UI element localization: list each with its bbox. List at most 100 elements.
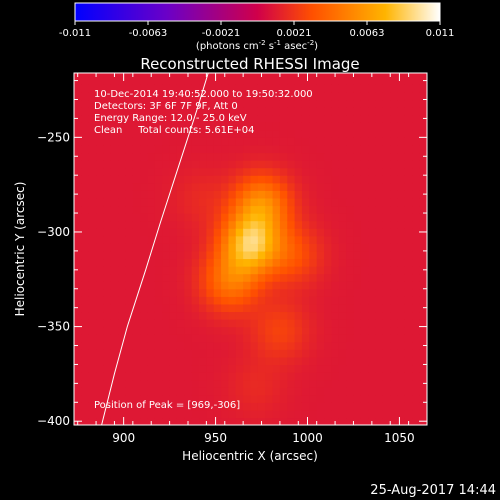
heatmap-cell [235, 319, 244, 328]
heatmap-cell [301, 379, 310, 388]
heatmap-cell [346, 349, 355, 358]
heatmap-cell [235, 213, 244, 222]
heatmap-cell [397, 213, 406, 222]
heatmap-cell [331, 379, 340, 388]
heatmap-cell [235, 167, 244, 176]
heatmap-cell [184, 356, 193, 366]
heatmap-cell [213, 152, 222, 161]
heatmap-cell [88, 266, 97, 275]
heatmap-cell [243, 213, 252, 222]
heatmap-cell [162, 114, 171, 123]
heatmap-cell [96, 114, 105, 123]
heatmap-cell [346, 76, 355, 85]
heatmap-cell [132, 394, 141, 403]
heatmap-cell [382, 160, 391, 169]
heatmap-cell [118, 99, 127, 108]
heatmap-cell [169, 99, 178, 108]
heatmap-cell [110, 394, 119, 403]
heatmap-cell [103, 387, 112, 396]
heatmap-cell [390, 250, 399, 260]
heatmap-cell [221, 129, 230, 138]
heatmap-cell [301, 266, 310, 275]
heatmap-cell [279, 387, 288, 396]
heatmap-cell [103, 356, 112, 366]
heatmap-cell [81, 73, 90, 78]
heatmap-cell [324, 175, 332, 184]
heatmap-cell [235, 228, 244, 237]
heatmap-cell [419, 394, 427, 403]
heatmap-cell [397, 341, 406, 350]
heatmap-cell [346, 319, 355, 328]
heatmap-cell [353, 228, 362, 237]
heatmap-cell [206, 258, 215, 267]
heatmap-cell [419, 213, 427, 222]
heatmap-cell [404, 160, 413, 169]
heatmap-cell [390, 235, 399, 244]
heatmap-cell [132, 220, 141, 229]
heatmap-cell [110, 334, 119, 343]
heatmap-cell [140, 197, 149, 207]
heatmap-cell [243, 258, 252, 267]
heatmap-cell [176, 258, 185, 267]
heatmap-cell [103, 273, 112, 282]
heatmap-cell [228, 235, 237, 244]
heatmap-cell [96, 334, 105, 343]
heatmap-cell [199, 250, 207, 260]
heatmap-cell [338, 319, 347, 328]
heatmap-cell [221, 152, 230, 161]
heatmap-cell [88, 175, 97, 184]
heatmap-cell [324, 91, 332, 101]
heatmap-cell [382, 394, 391, 403]
heatmap-cell [162, 73, 171, 78]
heatmap-cell [199, 107, 207, 116]
heatmap-cell [338, 296, 347, 305]
heatmap-cell [301, 220, 310, 229]
heatmap-cell [324, 220, 332, 229]
heatmap-cell [213, 160, 222, 169]
heatmap-cell [110, 152, 119, 161]
heatmap-cell [184, 84, 193, 93]
heatmap-cell [294, 341, 303, 350]
heatmap-cell [346, 326, 355, 335]
heatmap-cell [132, 144, 141, 154]
heatmap-cell [132, 213, 141, 222]
heatmap-cell [140, 76, 149, 85]
heatmap-cell [184, 91, 193, 101]
heatmap-cell [140, 372, 149, 381]
heatmap-cell [294, 213, 303, 222]
heatmap-cell [294, 129, 303, 138]
heatmap-cell [206, 76, 215, 85]
heatmap-cell [162, 349, 171, 358]
heatmap-cell [412, 258, 421, 267]
heatmap-cell [265, 235, 274, 244]
heatmap-cell [250, 341, 259, 350]
heatmap-cell [184, 387, 193, 396]
heatmap-cell [272, 213, 281, 222]
heatmap-cell [316, 387, 325, 396]
heatmap-cell [184, 243, 193, 252]
heatmap-cell [81, 266, 90, 275]
heatmap-cell [287, 129, 296, 138]
heatmap-cell [382, 281, 391, 290]
heatmap-cell [338, 160, 347, 169]
heatmap-cell [206, 182, 215, 191]
heatmap-cell [390, 402, 399, 411]
heatmap-cell [375, 326, 384, 335]
heatmap-cell [74, 296, 82, 305]
heatmap-cell [412, 190, 421, 199]
heatmap-cell [301, 73, 310, 78]
heatmap-cell [324, 296, 332, 305]
heatmap-cell [125, 417, 134, 425]
heatmap-cell [346, 175, 355, 184]
heatmap-cell [206, 326, 215, 335]
heatmap-cell [213, 76, 222, 85]
heatmap-cell [301, 235, 310, 244]
heatmap-cell [162, 334, 171, 343]
heatmap-cell [346, 137, 355, 146]
heatmap-cell [110, 228, 119, 237]
heatmap-cell [228, 311, 237, 320]
heatmap-cell [279, 341, 288, 350]
heatmap-cell [206, 273, 215, 282]
heatmap-cell [199, 334, 207, 343]
heatmap-cell [88, 334, 97, 343]
